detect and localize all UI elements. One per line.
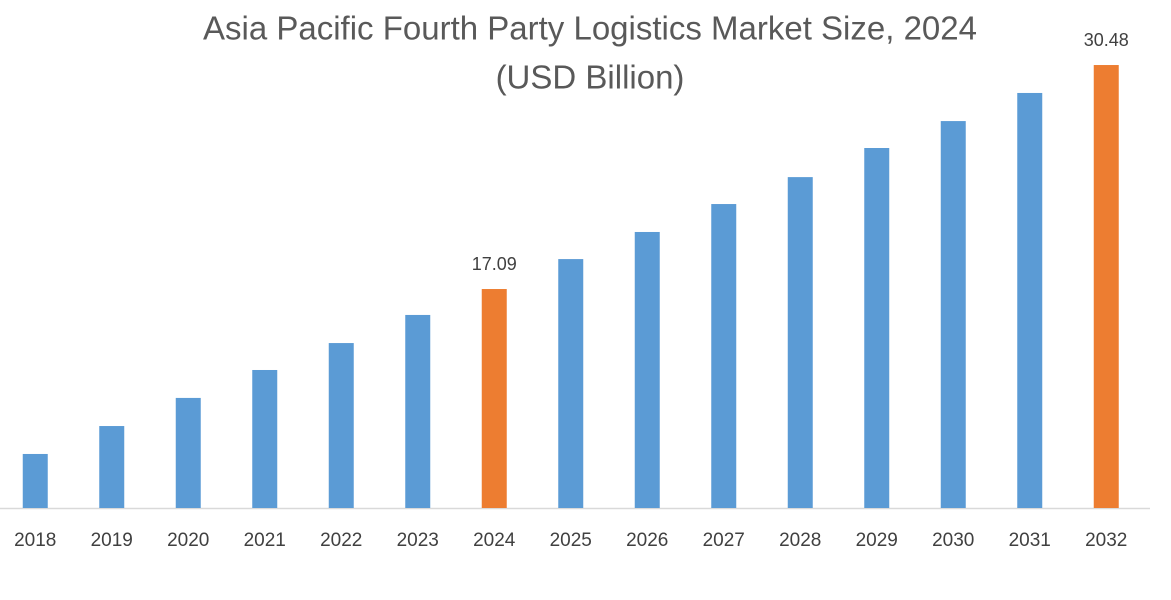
bar <box>634 231 660 508</box>
bar <box>1093 65 1119 508</box>
bar <box>711 204 737 508</box>
x-tick-label: 2028 <box>779 530 821 551</box>
bar <box>99 426 125 508</box>
bar <box>558 259 584 508</box>
bar <box>940 121 966 508</box>
bar <box>175 397 201 508</box>
data-label: 17.09 <box>472 254 517 274</box>
bar <box>328 343 354 508</box>
bar <box>252 369 278 508</box>
x-tick-label: 2024 <box>473 530 516 551</box>
data-label: 30.48 <box>1084 30 1129 50</box>
x-tick-label: 2018 <box>14 530 56 551</box>
x-tick-label: 2029 <box>856 530 898 551</box>
x-tick-label: 2031 <box>1009 530 1051 551</box>
chart-subtitle: (USD Billion) <box>496 59 685 96</box>
x-tick-label: 2022 <box>320 530 362 551</box>
x-tick-label: 2027 <box>703 530 745 551</box>
x-tick-label: 2026 <box>626 530 668 551</box>
x-tick-label: 2019 <box>91 530 133 551</box>
bar <box>22 453 48 508</box>
bar <box>864 148 890 508</box>
x-tick-label: 2021 <box>244 530 286 551</box>
chart-title: Asia Pacific Fourth Party Logistics Mark… <box>203 10 977 47</box>
x-tick-label: 2020 <box>167 530 209 551</box>
x-tick-label: 2032 <box>1085 530 1127 551</box>
bar <box>481 289 507 508</box>
x-tick-label: 2023 <box>397 530 439 551</box>
x-tick-label: 2025 <box>550 530 592 551</box>
x-tick-label: 2030 <box>932 530 974 551</box>
bar <box>787 177 813 508</box>
bar <box>405 314 431 508</box>
bar <box>1017 92 1043 508</box>
